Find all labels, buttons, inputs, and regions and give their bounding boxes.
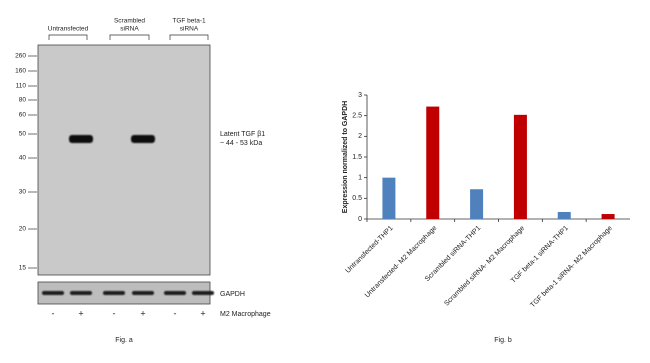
bar bbox=[426, 106, 440, 219]
treatment-label: M2 Macrophage bbox=[220, 311, 271, 318]
band-label: ~ 44 - 53 kDa bbox=[220, 140, 262, 147]
gapdh-band bbox=[164, 291, 186, 295]
bar bbox=[513, 114, 527, 219]
gapdh-band bbox=[103, 291, 125, 295]
gapdh-band bbox=[42, 291, 64, 295]
lane-header: siRNA bbox=[120, 26, 139, 33]
mw-marker: 30 bbox=[19, 189, 27, 196]
loading-label: GAPDH bbox=[220, 291, 245, 298]
lane-sign: + bbox=[200, 308, 205, 318]
mw-marker: 160 bbox=[15, 68, 26, 75]
header-bracket bbox=[169, 34, 209, 40]
protein-band bbox=[69, 135, 93, 143]
lane-sign: - bbox=[174, 308, 177, 318]
y-tick-label: 1.5 bbox=[352, 154, 362, 161]
lane-sign: - bbox=[113, 308, 116, 318]
lane-sign: - bbox=[52, 308, 55, 318]
y-tick-label: 0.5 bbox=[352, 195, 362, 202]
mw-marker: 15 bbox=[19, 265, 27, 272]
lane-header: TGF beta-1 bbox=[172, 18, 206, 25]
mw-marker: 260 bbox=[15, 53, 26, 60]
x-tick-label: Untransfected- M2 Macrophage bbox=[364, 225, 439, 300]
lane-header: siRNA bbox=[180, 26, 199, 33]
lane-header: Scrambled bbox=[114, 18, 145, 25]
bar bbox=[601, 214, 615, 219]
bar bbox=[382, 177, 396, 219]
lane-sign: + bbox=[140, 308, 145, 318]
mw-marker: 110 bbox=[16, 83, 27, 90]
blot-panel bbox=[37, 44, 211, 276]
x-tick-label: Scrambled siRNA- M2 Macrophage bbox=[443, 225, 526, 308]
x-tick-label: Untransfected-THP1 bbox=[345, 225, 395, 275]
x-tick-label: TGF beta-1 siRNA- M2 Macrophage bbox=[529, 225, 614, 310]
caption: Fig. a bbox=[115, 337, 133, 344]
caption: Fig. b bbox=[494, 337, 512, 344]
header-bracket bbox=[48, 34, 88, 40]
band-label: Latent TGF β1 bbox=[220, 131, 265, 138]
y-tick-label: 1 bbox=[358, 175, 362, 182]
header-bracket bbox=[109, 34, 150, 40]
protein-band bbox=[131, 135, 155, 143]
y-axis-label: Expression normalized to GAPDH bbox=[342, 101, 349, 213]
y-tick-label: 2.5 bbox=[352, 113, 362, 120]
bar bbox=[470, 189, 484, 219]
mw-marker: 50 bbox=[19, 131, 27, 138]
lane-sign: + bbox=[78, 308, 83, 318]
y-tick-label: 3 bbox=[358, 92, 362, 99]
y-tick-label: 0 bbox=[358, 216, 362, 223]
gapdh-band bbox=[132, 291, 154, 295]
lane-header: Untransfected bbox=[48, 26, 89, 33]
bar bbox=[557, 211, 571, 219]
mw-marker: 40 bbox=[19, 155, 27, 162]
gapdh-band bbox=[192, 291, 214, 295]
mw-marker: 80 bbox=[19, 97, 27, 104]
mw-marker: 60 bbox=[19, 112, 27, 119]
y-tick-label: 2 bbox=[358, 133, 362, 140]
gapdh-band bbox=[70, 291, 92, 295]
mw-marker: 20 bbox=[19, 226, 27, 233]
